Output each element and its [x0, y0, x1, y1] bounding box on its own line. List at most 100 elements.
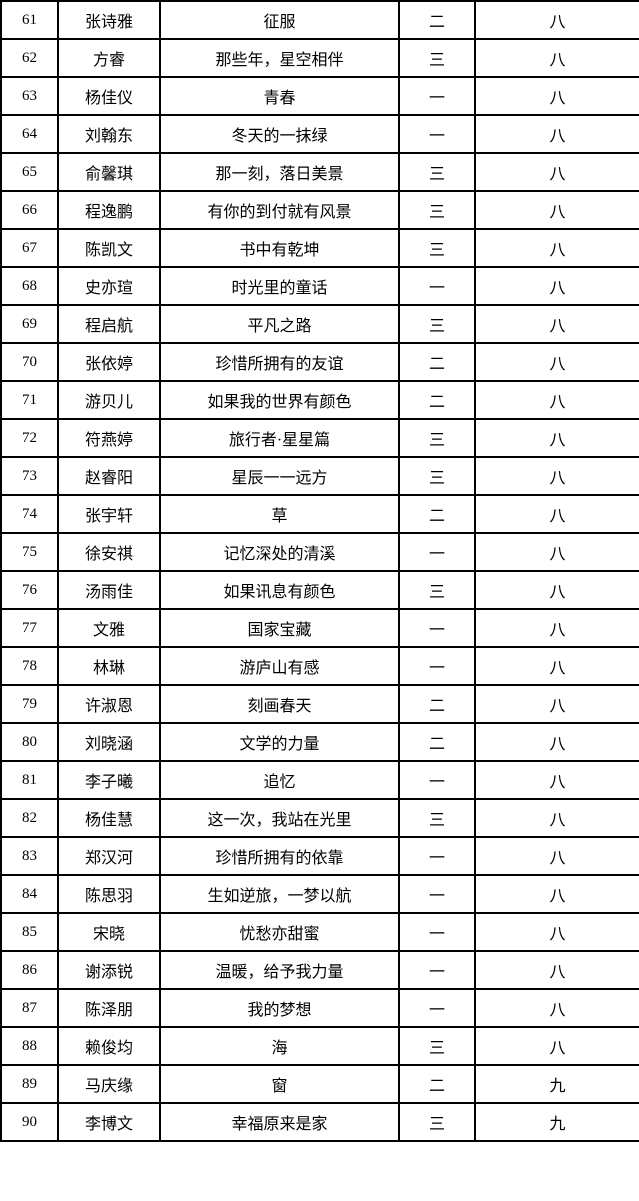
- work-title-cell: 温暖，给予我力量: [159, 950, 400, 990]
- table-row: 71 游贝儿 如果我的世界有颜色 二 八: [0, 380, 639, 420]
- student-name-cell: 李子曦: [57, 760, 161, 800]
- table-row: 77 文雅 国家宝藏 一 八: [0, 608, 639, 648]
- entry-number-cell: 77: [0, 608, 59, 648]
- grade-cell: 八: [474, 76, 639, 116]
- student-name-cell: 张依婷: [57, 342, 161, 382]
- student-name-cell: 李博文: [57, 1102, 161, 1142]
- grade-cell: 八: [474, 570, 639, 610]
- table-row: 83 郑汉河 珍惜所拥有的依靠 一 八: [0, 836, 639, 876]
- work-title-cell: 窗: [159, 1064, 400, 1104]
- student-name-cell: 马庆缘: [57, 1064, 161, 1104]
- entry-number-cell: 61: [0, 0, 59, 40]
- student-name-cell: 俞馨琪: [57, 152, 161, 192]
- award-level-cell: 三: [398, 1026, 476, 1066]
- grade-cell: 八: [474, 912, 639, 952]
- award-level-cell: 一: [398, 532, 476, 572]
- table-row: 90 李博文 幸福原来是家 三 九: [0, 1102, 639, 1142]
- entry-number-cell: 84: [0, 874, 59, 914]
- award-level-cell: 三: [398, 570, 476, 610]
- grade-cell: 八: [474, 836, 639, 876]
- student-name-cell: 许淑恩: [57, 684, 161, 724]
- work-title-cell: 珍惜所拥有的友谊: [159, 342, 400, 382]
- student-name-cell: 赵睿阳: [57, 456, 161, 496]
- work-title-cell: 海: [159, 1026, 400, 1066]
- work-title-cell: 草: [159, 494, 400, 534]
- student-name-cell: 张诗雅: [57, 0, 161, 40]
- entry-number-cell: 69: [0, 304, 59, 344]
- award-level-cell: 一: [398, 114, 476, 154]
- entry-number-cell: 83: [0, 836, 59, 876]
- award-level-cell: 一: [398, 912, 476, 952]
- work-title-cell: 有你的到付就有风景: [159, 190, 400, 230]
- award-level-cell: 二: [398, 722, 476, 762]
- table-row: 88 赖俊均 海 三 八: [0, 1026, 639, 1066]
- grade-cell: 八: [474, 228, 639, 268]
- table-row: 68 史亦瑄 时光里的童话 一 八: [0, 266, 639, 306]
- award-level-cell: 一: [398, 760, 476, 800]
- table-row: 87 陈泽朋 我的梦想 一 八: [0, 988, 639, 1028]
- work-title-cell: 幸福原来是家: [159, 1102, 400, 1142]
- work-title-cell: 刻画春天: [159, 684, 400, 724]
- entry-number-cell: 79: [0, 684, 59, 724]
- entry-number-cell: 72: [0, 418, 59, 458]
- student-name-cell: 游贝儿: [57, 380, 161, 420]
- grade-cell: 八: [474, 1026, 639, 1066]
- table-row: 67 陈凯文 书中有乾坤 三 八: [0, 228, 639, 268]
- grade-cell: 八: [474, 532, 639, 572]
- award-level-cell: 一: [398, 76, 476, 116]
- work-title-cell: 记忆深处的清溪: [159, 532, 400, 572]
- entry-number-cell: 81: [0, 760, 59, 800]
- entry-number-cell: 88: [0, 1026, 59, 1066]
- award-level-cell: 三: [398, 228, 476, 268]
- work-title-cell: 平凡之路: [159, 304, 400, 344]
- entry-number-cell: 80: [0, 722, 59, 762]
- award-level-cell: 三: [398, 152, 476, 192]
- work-title-cell: 书中有乾坤: [159, 228, 400, 268]
- grade-cell: 八: [474, 114, 639, 154]
- award-level-cell: 一: [398, 874, 476, 914]
- work-title-cell: 征服: [159, 0, 400, 40]
- grade-cell: 八: [474, 342, 639, 382]
- grade-cell: 八: [474, 190, 639, 230]
- table-row: 64 刘翰东 冬天的一抹绿 一 八: [0, 114, 639, 154]
- entry-number-cell: 71: [0, 380, 59, 420]
- grade-cell: 八: [474, 0, 639, 40]
- entry-number-cell: 74: [0, 494, 59, 534]
- table-row: 78 林琳 游庐山有感 一 八: [0, 646, 639, 686]
- entry-number-cell: 70: [0, 342, 59, 382]
- entry-number-cell: 87: [0, 988, 59, 1028]
- award-level-cell: 一: [398, 608, 476, 648]
- award-level-cell: 三: [398, 38, 476, 78]
- work-title-cell: 星辰一一远方: [159, 456, 400, 496]
- award-level-cell: 一: [398, 950, 476, 990]
- grade-cell: 八: [474, 380, 639, 420]
- award-level-cell: 三: [398, 304, 476, 344]
- student-name-cell: 谢添锐: [57, 950, 161, 990]
- entry-number-cell: 86: [0, 950, 59, 990]
- entry-number-cell: 75: [0, 532, 59, 572]
- award-level-cell: 三: [398, 798, 476, 838]
- grade-cell: 八: [474, 950, 639, 990]
- student-name-cell: 杨佳仪: [57, 76, 161, 116]
- table-row: 76 汤雨佳 如果讯息有颜色 三 八: [0, 570, 639, 610]
- table-row: 81 李子曦 追忆 一 八: [0, 760, 639, 800]
- work-title-cell: 冬天的一抹绿: [159, 114, 400, 154]
- student-name-cell: 杨佳慧: [57, 798, 161, 838]
- award-level-cell: 三: [398, 456, 476, 496]
- entry-number-cell: 66: [0, 190, 59, 230]
- table-row: 75 徐安祺 记忆深处的清溪 一 八: [0, 532, 639, 572]
- award-level-cell: 三: [398, 190, 476, 230]
- grade-cell: 八: [474, 608, 639, 648]
- student-name-cell: 程启航: [57, 304, 161, 344]
- student-name-cell: 陈凯文: [57, 228, 161, 268]
- work-title-cell: 时光里的童话: [159, 266, 400, 306]
- entry-number-cell: 90: [0, 1102, 59, 1142]
- award-level-cell: 二: [398, 0, 476, 40]
- grade-cell: 八: [474, 874, 639, 914]
- work-title-cell: 忧愁亦甜蜜: [159, 912, 400, 952]
- work-title-cell: 我的梦想: [159, 988, 400, 1028]
- grade-cell: 八: [474, 684, 639, 724]
- table-row: 89 马庆缘 窗 二 九: [0, 1064, 639, 1104]
- entry-number-cell: 76: [0, 570, 59, 610]
- award-level-cell: 一: [398, 836, 476, 876]
